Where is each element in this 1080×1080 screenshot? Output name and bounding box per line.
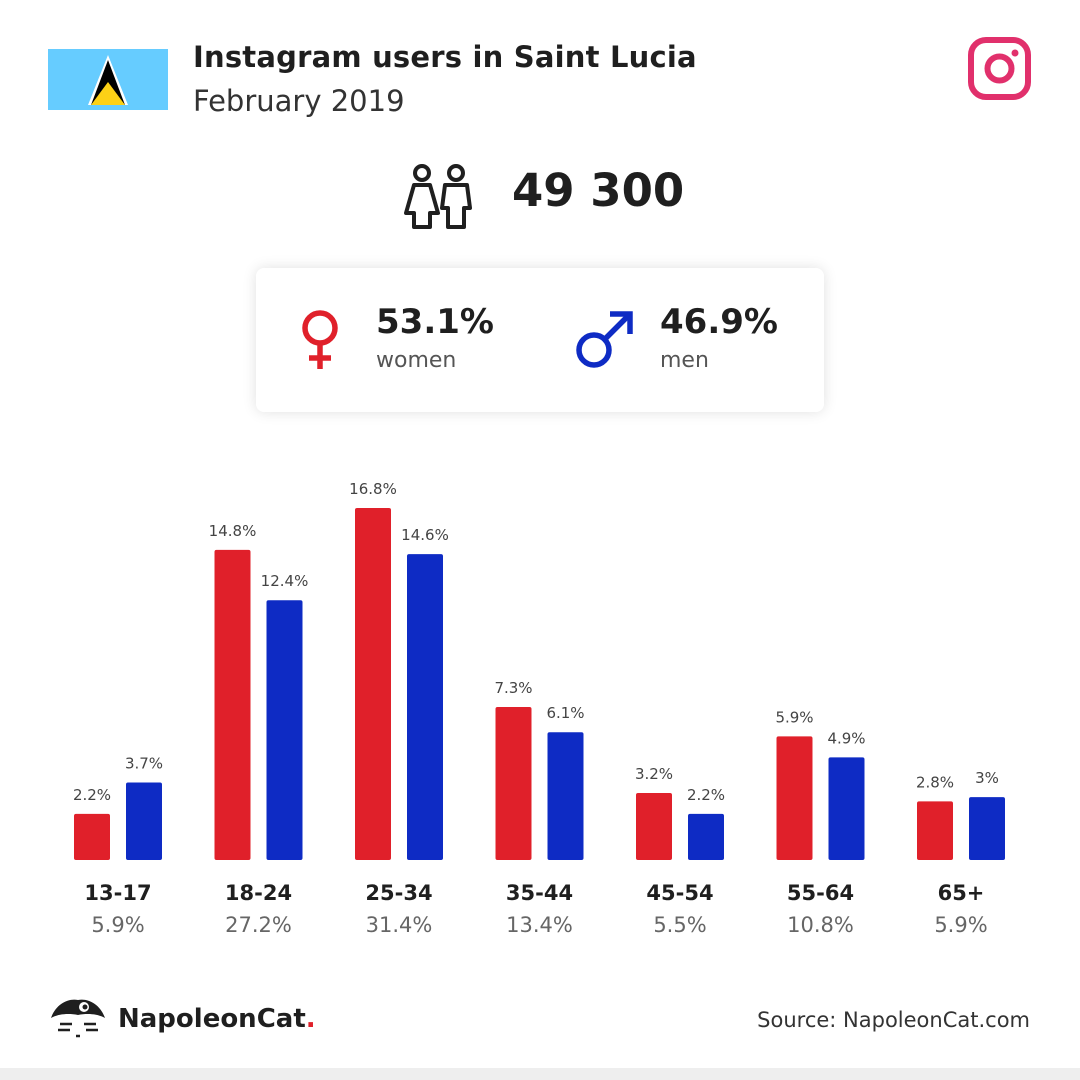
bar-men	[547, 732, 584, 860]
bar-value-label: 3.2%	[635, 765, 673, 783]
men-percentage: 46.9%	[660, 302, 778, 342]
bar-women	[776, 736, 813, 860]
category-total: 27.2%	[225, 913, 292, 937]
category-total: 31.4%	[366, 913, 433, 937]
women-label: women	[376, 348, 457, 373]
bar-men	[828, 757, 865, 860]
total-users: 49 300	[512, 164, 685, 217]
bar-value-label: 3.7%	[125, 754, 163, 772]
bar-value-label: 2.2%	[687, 786, 725, 804]
brand-name: NapoleonCat.	[118, 1004, 316, 1034]
bar-men	[126, 782, 162, 860]
bar-value-label: 7.3%	[494, 679, 532, 697]
bar-value-label: 14.6%	[401, 526, 449, 544]
bar-value-label: 14.8%	[209, 522, 257, 540]
bar-women	[74, 813, 110, 860]
category-total: 10.8%	[787, 913, 854, 937]
category-total: 13.4%	[506, 913, 573, 937]
bar-women	[917, 801, 953, 860]
page-title: Instagram users in Saint Lucia	[193, 40, 697, 74]
bar-value-label: 4.9%	[827, 729, 865, 747]
category-total: 5.9%	[91, 913, 144, 937]
bar-value-label: 12.4%	[261, 572, 309, 590]
category-label: 65+	[938, 881, 985, 905]
category-label: 45-54	[646, 881, 713, 905]
male-symbol-icon	[576, 311, 633, 368]
category-total: 5.9%	[934, 913, 987, 937]
category-label: 55-64	[787, 881, 854, 905]
brand-name-text: NapoleonCat	[118, 1004, 306, 1034]
bar-value-label: 6.1%	[546, 704, 584, 722]
napoleoncat-logo-icon	[51, 999, 105, 1038]
bar-value-label: 5.9%	[775, 708, 813, 726]
men-label: men	[660, 348, 709, 373]
instagram-icon	[968, 37, 1031, 100]
page-subtitle: February 2019	[193, 84, 405, 118]
category-total: 5.5%	[653, 913, 706, 937]
bar-value-label: 2.2%	[73, 786, 111, 804]
female-symbol-icon	[302, 310, 338, 369]
bar-women	[214, 549, 251, 860]
bar-value-label: 3%	[975, 769, 999, 787]
people-icon	[404, 164, 472, 229]
bar-men	[969, 797, 1005, 860]
gender-split-card: 53.1% women 46.9% men	[256, 268, 824, 412]
women-percentage: 53.1%	[376, 302, 494, 342]
bar-men	[266, 600, 303, 860]
source-credit: Source: NapoleonCat.com	[757, 1008, 1030, 1032]
category-label: 18-24	[225, 881, 292, 905]
bar-men	[688, 813, 724, 860]
bar-women	[636, 792, 672, 860]
bar-men	[407, 554, 443, 860]
bottom-strip	[0, 1068, 1080, 1080]
age-gender-bar-chart: 2.2% 3.7% 13-17 5.9% 14.8% 12.4% 18-24 27.2% 16.…	[73, 480, 1005, 937]
bar-value-label: 16.8%	[349, 480, 397, 498]
bar-value-label: 2.8%	[916, 773, 954, 791]
category-label: 13-17	[84, 881, 151, 905]
bar-women	[495, 707, 532, 860]
saint-lucia-flag-icon	[48, 49, 168, 110]
brand-dot: .	[305, 1004, 316, 1034]
category-label: 25-34	[365, 881, 432, 905]
bar-women	[355, 508, 391, 860]
category-label: 35-44	[506, 881, 573, 905]
